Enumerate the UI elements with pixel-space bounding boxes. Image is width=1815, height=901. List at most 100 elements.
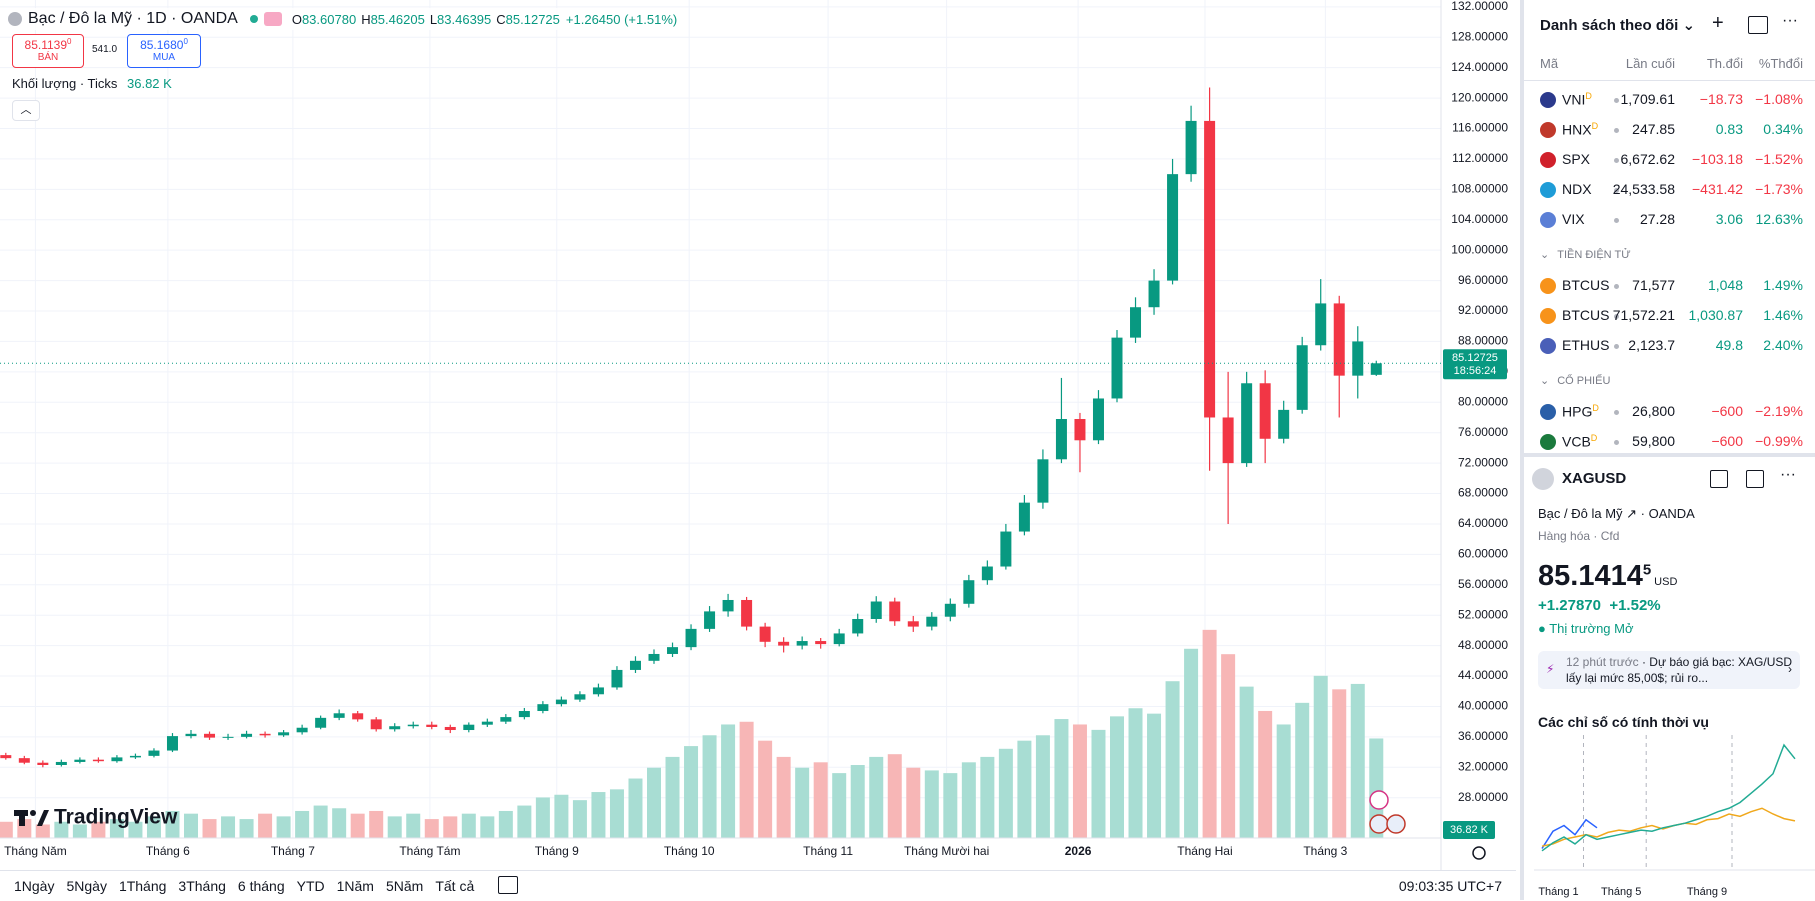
- volume-badge: [1443, 821, 1495, 839]
- range-button[interactable]: Tất cả: [435, 878, 475, 894]
- watchlist-row[interactable]: SPX 6,672.62 −103.18 −1.52%: [1524, 150, 1815, 170]
- candle-body: [518, 711, 530, 718]
- candle-body: [611, 669, 623, 688]
- sell-button[interactable]: 85.11390 BÁN: [12, 34, 84, 68]
- buy-button[interactable]: 85.16800 MUA: [127, 34, 201, 68]
- edit-icon[interactable]: [1746, 470, 1764, 488]
- volume-bar: [906, 767, 921, 838]
- row-icon: [1540, 434, 1556, 450]
- watchlist-row[interactable]: HNXD 247.85 0.83 0.34%: [1524, 120, 1815, 140]
- volume-bar: [647, 767, 661, 838]
- row-dot: [1614, 218, 1619, 223]
- flag-badge: [263, 12, 282, 26]
- grid-icon[interactable]: [1710, 470, 1728, 488]
- row-symbol-text: BTCUS: [1562, 307, 1610, 323]
- row-icon: [1540, 404, 1556, 420]
- row-symbol-text: HPG: [1562, 403, 1593, 420]
- y-tick-label: 120.00000: [1451, 90, 1508, 104]
- range-button[interactable]: 3Tháng: [178, 878, 226, 894]
- volume-bar: [258, 813, 273, 838]
- row-dot: [1614, 98, 1619, 103]
- candle-body: [37, 762, 49, 765]
- details-symbol[interactable]: XAGUSD: [1562, 470, 1627, 487]
- volume-bar: [1184, 648, 1199, 838]
- candle-body: [463, 724, 475, 731]
- symbol-title[interactable]: Bạc / Đô la Mỹ · 1D · OANDA: [28, 10, 238, 27]
- row-symbol: BTCUS: [1562, 307, 1610, 323]
- volume-bar: [943, 773, 958, 838]
- y-tick-label: 68.00000: [1458, 486, 1508, 500]
- volume-bar: [146, 816, 161, 838]
- volume-bar: [591, 792, 606, 838]
- chart: 132.00000 128.00000 124.00000 120.00000 116.…: [0, 0, 1509, 870]
- row-icon: [1540, 338, 1556, 354]
- ohlc-key: H: [361, 11, 371, 27]
- candle-body: [315, 717, 327, 728]
- details-icon: [1532, 468, 1554, 490]
- more-icon[interactable]: ···: [1780, 466, 1796, 483]
- volume-bar: [295, 810, 310, 838]
- event-icon[interactable]: [1386, 814, 1406, 834]
- range-button[interactable]: 1Tháng: [118, 878, 167, 894]
- watchlist-row[interactable]: BTCUS 71,577 1,048 1.49%: [1524, 276, 1815, 296]
- candle-body: [1185, 120, 1197, 175]
- candle-body: [741, 599, 753, 627]
- more-icon[interactable]: ···: [1782, 12, 1798, 29]
- y-tick-label: 40.00000: [1458, 699, 1508, 713]
- news-card[interactable]: ⚡ 12 phút trước · Dự báo giá bạc: XAG/US…: [1538, 651, 1800, 689]
- season-x-label: Tháng 5: [1601, 886, 1641, 898]
- ask-price: 85.1680: [140, 38, 184, 52]
- volume-bar: [202, 819, 217, 838]
- watchlist-row[interactable]: VNID 1,709.61 −18.73 −1.08%: [1524, 90, 1815, 110]
- volume-bar: [776, 756, 791, 838]
- y-tick-label: 28.00000: [1458, 790, 1508, 804]
- row-dot: [1614, 188, 1619, 193]
- y-tick-label: 56.00000: [1458, 577, 1508, 591]
- volume-bar: [239, 819, 254, 838]
- change: +1.26450 (+1.51%): [565, 11, 678, 27]
- candle-body: [944, 603, 956, 617]
- range-button[interactable]: 1Năm: [336, 878, 374, 894]
- watchlist-row[interactable]: HPGD 26,800 −600 −2.19%: [1524, 402, 1815, 422]
- range-button[interactable]: 5Năm: [385, 878, 424, 894]
- watchlist-row[interactable]: VCBD 59,800 −600 −0.99%: [1524, 432, 1815, 452]
- volume-bar: [480, 816, 495, 838]
- collapse-button[interactable]: ︿: [12, 100, 40, 121]
- candle-body: [1333, 303, 1345, 376]
- watchlist-title[interactable]: Danh sách theo dõi ⌄: [1540, 17, 1696, 34]
- details-name[interactable]: Bạc / Đô la Mỹ: [1538, 506, 1623, 521]
- volume-bar: [332, 808, 347, 838]
- range-button[interactable]: 6 tháng: [237, 878, 285, 894]
- add-symbol[interactable]: +: [1712, 12, 1724, 34]
- volume-bar: [1017, 740, 1032, 838]
- candle-body: [1222, 417, 1234, 464]
- range-button[interactable]: 5Ngày: [66, 878, 107, 894]
- volume-bar: [1276, 724, 1291, 838]
- event-icon[interactable]: [1369, 790, 1389, 810]
- candle-body: [148, 750, 160, 756]
- row-last: 59,800: [1632, 433, 1675, 449]
- range-button[interactable]: 1Ngày: [14, 878, 55, 894]
- watchlist-row[interactable]: VIX 27.28 3.06 12.63%: [1524, 210, 1815, 230]
- currency: USD: [1654, 576, 1678, 588]
- range-button[interactable]: YTD: [296, 878, 325, 894]
- date-picker-icon[interactable]: [498, 876, 518, 894]
- layout-icon[interactable]: [1748, 16, 1768, 34]
- y-tick-label: 92.00000: [1458, 303, 1508, 317]
- y-tick-label: 44.00000: [1458, 668, 1508, 682]
- candle-body: [704, 611, 716, 629]
- watchlist-row[interactable]: NDX 24,533.58 −431.42 −1.73%: [1524, 180, 1815, 200]
- candle-body: [352, 713, 364, 720]
- watchlist-row[interactable]: BTCUS 71,572.21 1,030.87 1.46%: [1524, 306, 1815, 326]
- ohlc-item: H85.46205: [361, 12, 425, 27]
- details-change-line: +1.27870 +1.52%: [1538, 597, 1661, 614]
- season-line: [1541, 818, 1598, 849]
- watchlist-row[interactable]: ETHUS 2,123.7 49.8 2.40%: [1524, 336, 1815, 356]
- volume-bar: [665, 756, 680, 838]
- settings-icon[interactable]: [1472, 846, 1486, 860]
- volume-bar: [850, 765, 865, 838]
- event-icon[interactable]: [1369, 814, 1389, 834]
- volume-bar: [443, 816, 458, 838]
- ohlc-key: L: [429, 11, 438, 27]
- bid-price: 85.1139: [24, 38, 68, 52]
